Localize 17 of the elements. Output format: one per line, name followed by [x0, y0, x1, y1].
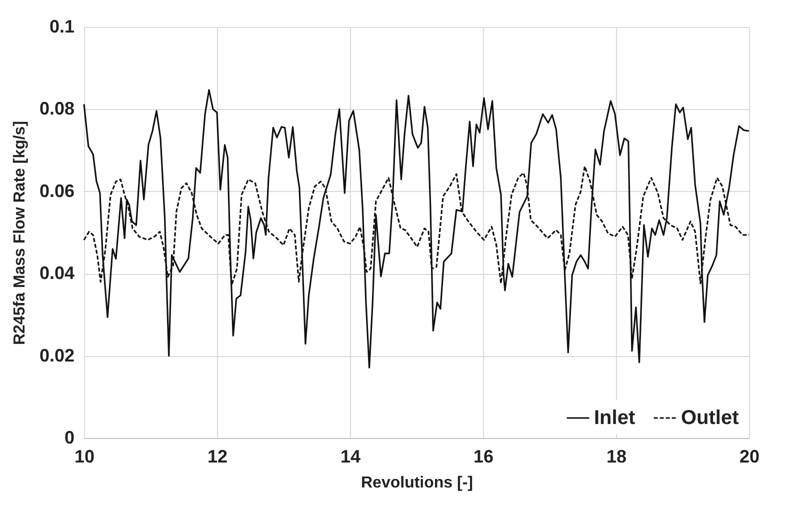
- x-tick-label: 12: [207, 446, 228, 466]
- x-tick-label: 18: [606, 446, 627, 466]
- x-tick-label: 10: [74, 446, 95, 466]
- x-tick-label: 14: [340, 446, 361, 466]
- y-tick-label: 0.02: [39, 345, 74, 366]
- y-tick-label: 0.04: [39, 263, 74, 284]
- legend-label: Inlet: [594, 407, 636, 429]
- y-tick-label: 0: [64, 428, 74, 448]
- x-tick-label: 20: [739, 446, 760, 466]
- y-tick-label: 0.08: [39, 98, 74, 119]
- x-axis-title: Revolutions [-]: [361, 474, 473, 492]
- y-axis-title: R245fa Mass Flow Rate [kg/s]: [11, 120, 28, 346]
- legend-label: Outlet: [681, 407, 740, 429]
- y-tick-label: 0.06: [39, 180, 74, 201]
- line-series: [83, 89, 750, 369]
- x-tick-label: 16: [473, 446, 494, 466]
- y-tick-label: 0.1: [49, 16, 74, 36]
